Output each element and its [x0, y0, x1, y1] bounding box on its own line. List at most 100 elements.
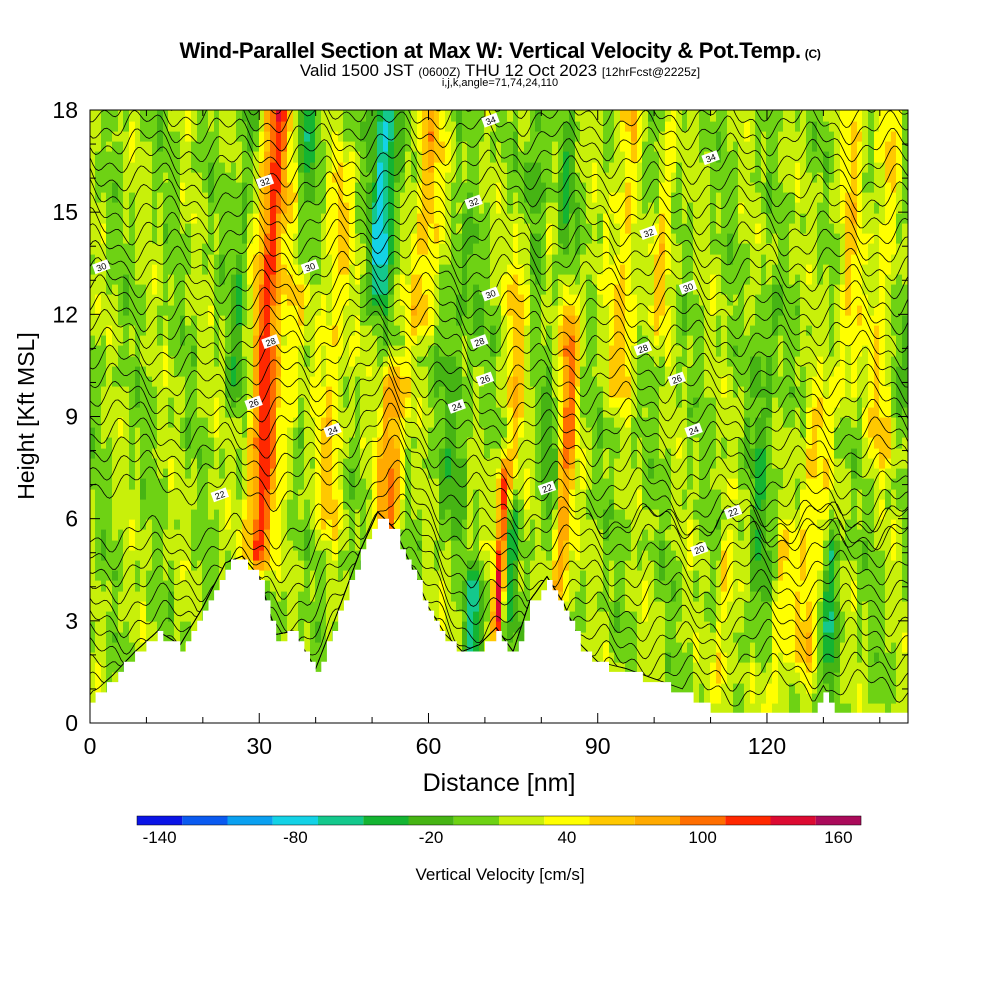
w-cell [270, 140, 278, 152]
w-cell [106, 130, 114, 142]
w-cell [428, 447, 436, 459]
w-cell [95, 539, 103, 551]
w-cell [123, 488, 131, 500]
w-cell [146, 304, 154, 316]
w-cell [304, 590, 312, 602]
w-cell [112, 569, 120, 581]
w-cell [332, 120, 340, 132]
w-cell [355, 528, 362, 541]
w-cell [264, 528, 272, 541]
w-cell [434, 212, 441, 224]
w-cell [355, 212, 362, 224]
w-cell [152, 396, 159, 408]
w-cell [253, 242, 261, 255]
w-cell [140, 314, 148, 326]
w-cell [163, 344, 170, 357]
w-cell [180, 477, 187, 490]
w-cell [422, 518, 430, 530]
w-cell [417, 222, 424, 234]
w-cell [106, 447, 114, 459]
w-cell [400, 120, 407, 132]
w-cell [253, 191, 261, 203]
w-cell [253, 171, 261, 183]
w-cell [310, 171, 317, 183]
w-cell [293, 334, 300, 346]
w-cell [174, 161, 182, 173]
w-cell [157, 181, 165, 193]
w-cell [360, 447, 368, 459]
w-cell [439, 498, 447, 510]
w-cell [338, 293, 345, 306]
w-cell [281, 559, 289, 571]
w-cell [157, 344, 165, 357]
w-cell [197, 498, 204, 510]
w-cell [214, 457, 221, 469]
w-cell [231, 161, 238, 173]
w-cell [123, 406, 131, 418]
w-cell [321, 436, 328, 449]
w-cell [293, 130, 300, 142]
w-cell [140, 120, 148, 132]
w-cell [140, 130, 148, 142]
w-cell [315, 447, 323, 459]
w-cell [264, 293, 272, 306]
w-cell [338, 140, 345, 152]
w-cell [118, 610, 125, 622]
w-cell [191, 549, 199, 561]
w-cell [129, 150, 137, 163]
w-cell [129, 467, 137, 479]
w-cell [157, 263, 165, 275]
w-cell [304, 406, 312, 418]
w-cell [394, 447, 402, 459]
w-cell [185, 620, 193, 633]
w-cell [355, 447, 362, 459]
w-cell [247, 508, 255, 520]
w-cell [247, 549, 255, 561]
w-cell [135, 406, 142, 418]
w-cell [355, 191, 362, 203]
w-cell [281, 161, 289, 173]
w-cell [163, 467, 170, 479]
w-cell [123, 253, 131, 265]
w-cell [202, 579, 210, 592]
w-cell [202, 416, 210, 428]
w-cell [417, 283, 424, 295]
w-cell [394, 293, 402, 306]
w-cell [118, 150, 125, 163]
w-cell [191, 579, 199, 592]
w-cell [106, 212, 114, 224]
w-cell [157, 201, 165, 214]
w-cell [101, 314, 108, 326]
w-cell [106, 232, 114, 244]
w-cell [123, 150, 131, 163]
w-cell [174, 610, 182, 622]
w-cell [343, 253, 351, 265]
w-cell [118, 457, 125, 469]
w-cell [231, 304, 238, 316]
w-cell [123, 355, 131, 367]
w-cell [180, 181, 187, 193]
w-cell [434, 426, 441, 438]
w-cell [174, 436, 182, 449]
w-cell [242, 222, 249, 234]
w-cell [95, 201, 103, 214]
w-cell [168, 232, 176, 244]
w-cell [95, 477, 103, 490]
w-cell [287, 140, 295, 152]
w-cell [360, 212, 368, 224]
w-cell [185, 304, 193, 316]
w-cell [434, 436, 441, 449]
w-cell [247, 355, 255, 367]
w-cell [146, 600, 154, 612]
w-cell [118, 528, 125, 541]
w-cell [202, 191, 210, 203]
w-cell [152, 457, 159, 469]
w-cell [394, 334, 402, 346]
w-cell [231, 539, 238, 551]
w-cell [264, 263, 272, 275]
w-cell [315, 436, 323, 449]
w-cell [225, 559, 233, 571]
w-cell [118, 283, 125, 295]
w-cell [106, 477, 114, 490]
w-cell [225, 457, 233, 469]
